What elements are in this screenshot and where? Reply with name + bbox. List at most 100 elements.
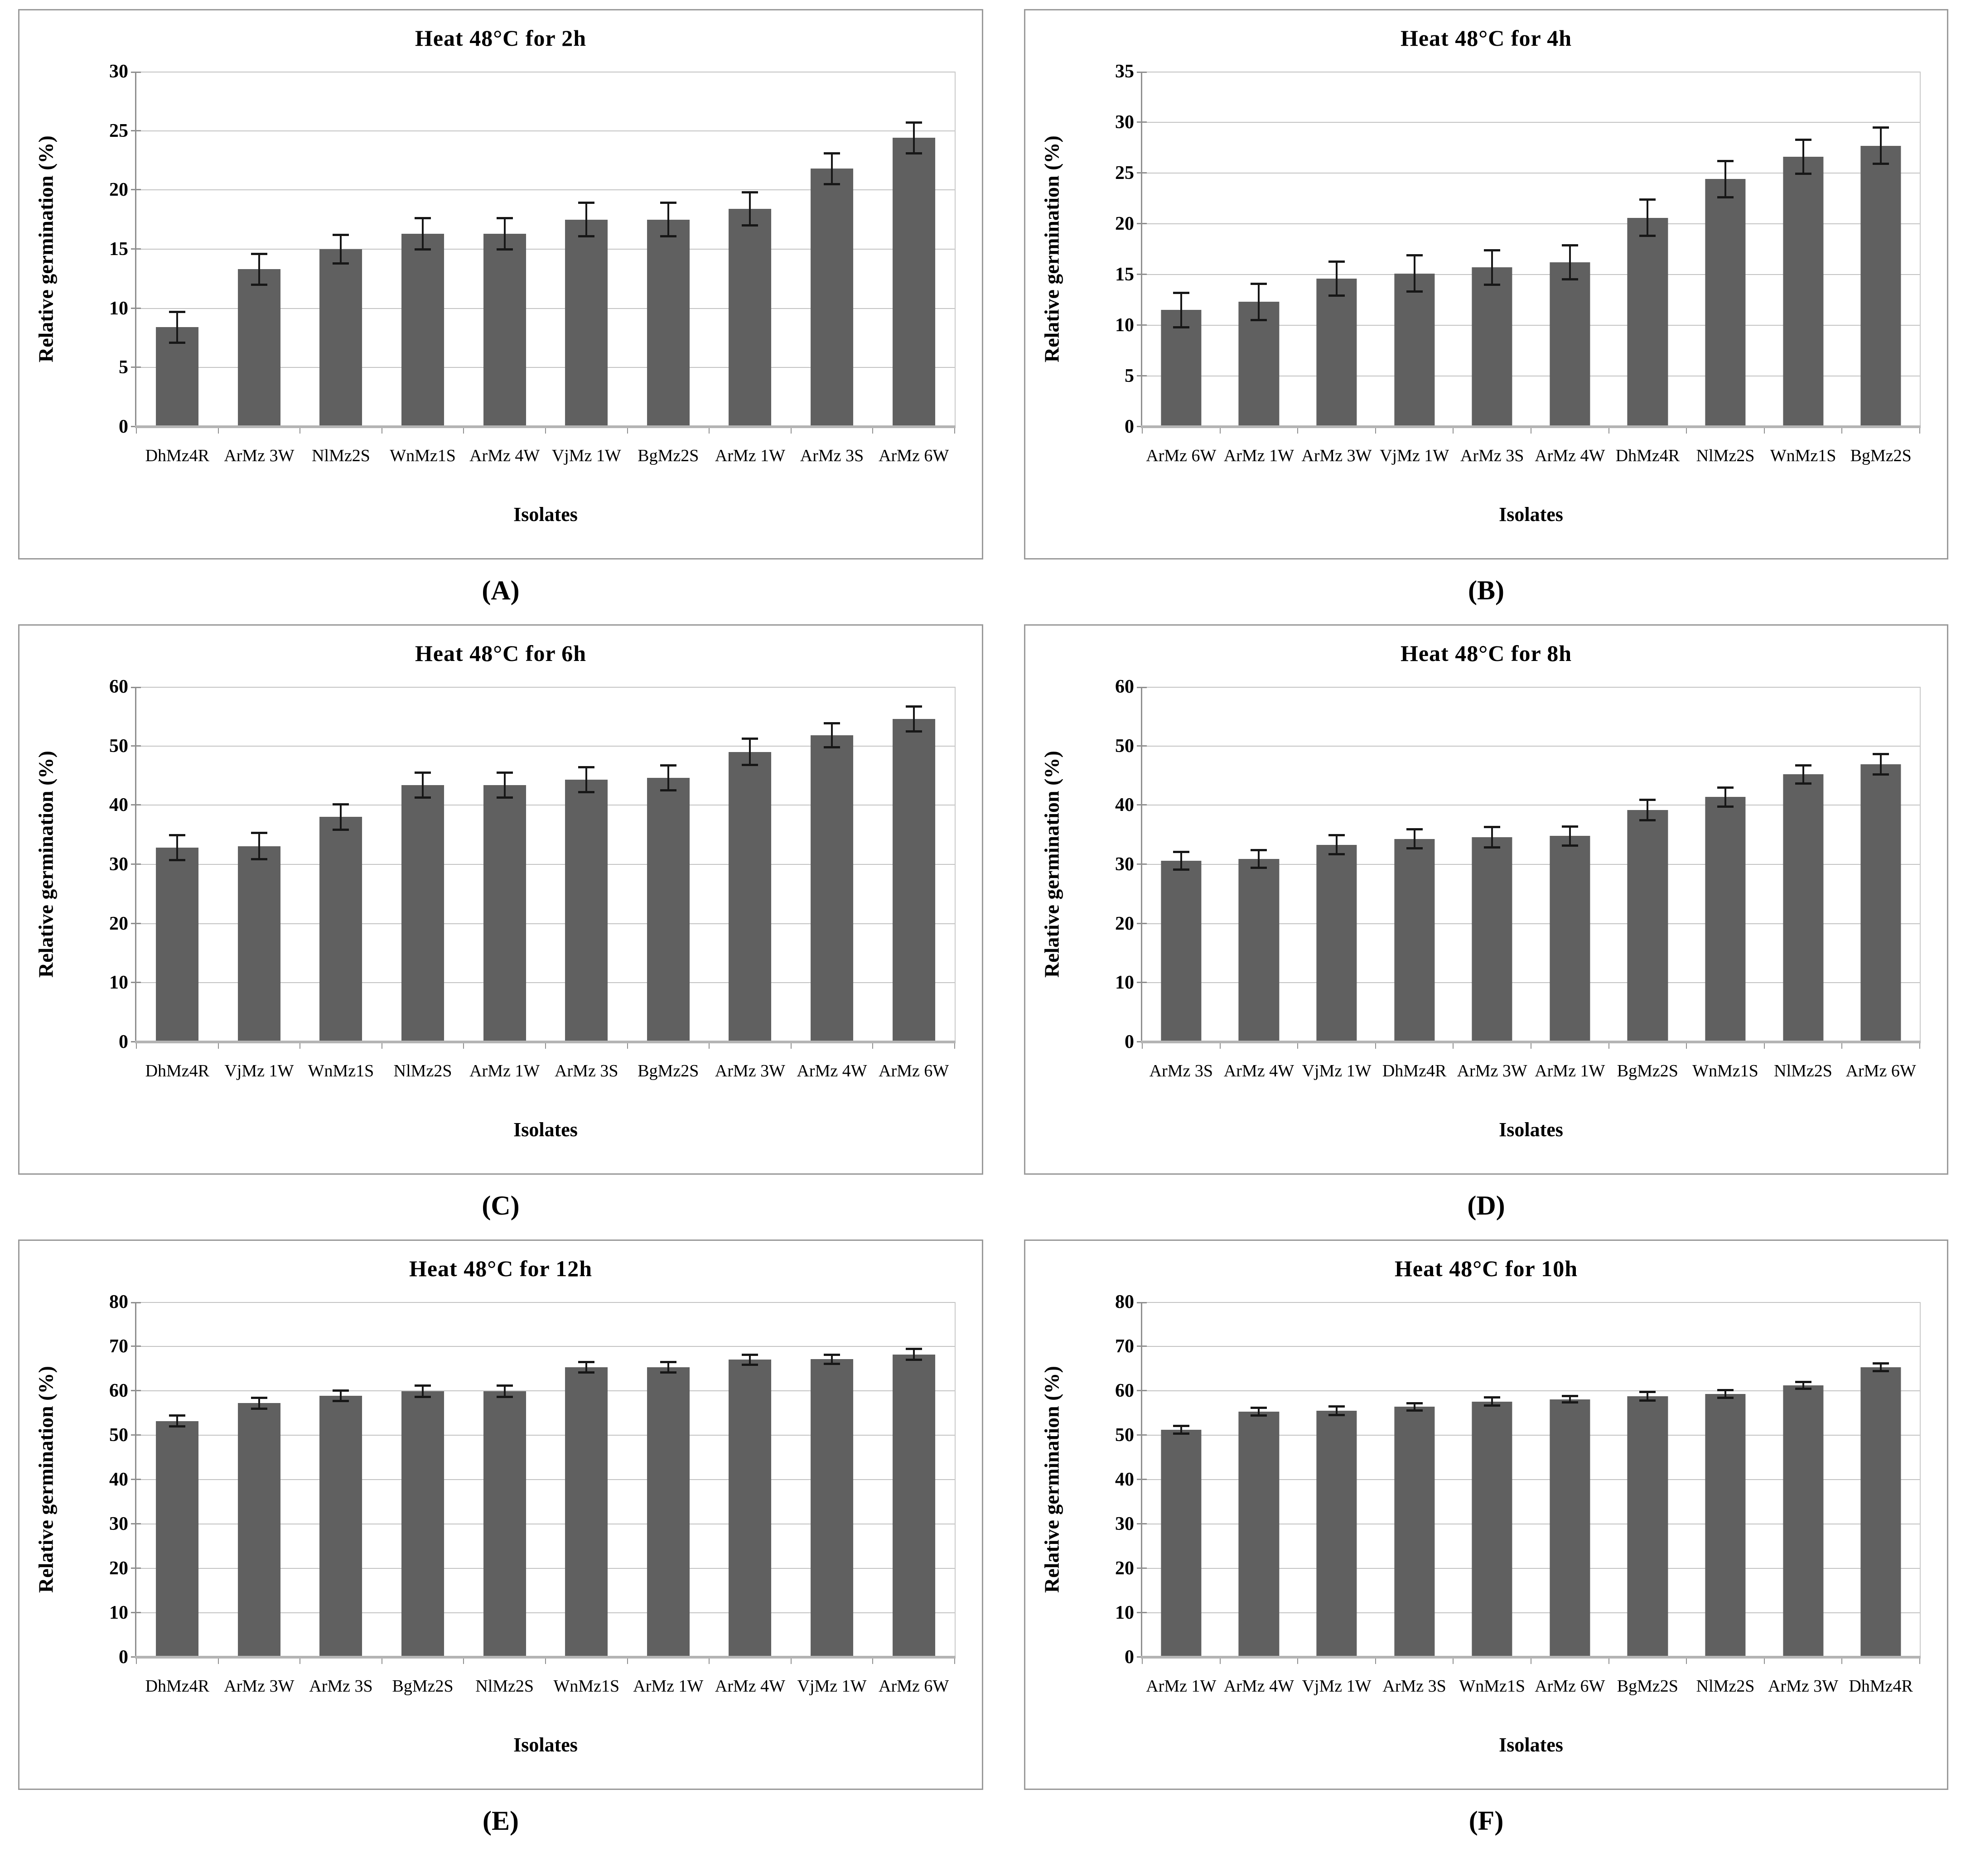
error-bar-armz-1w — [1251, 282, 1267, 322]
x-tick — [627, 1657, 628, 1664]
gridline — [1142, 745, 1920, 747]
error-bar-cap — [1484, 846, 1501, 849]
error-bar-cap — [169, 834, 186, 837]
error-bar-cap — [824, 722, 840, 725]
chart-title: Heat 48°C for 8h — [1400, 641, 1572, 666]
gridline — [1142, 325, 1920, 326]
bars — [1142, 72, 1920, 427]
y-tick — [1137, 223, 1147, 225]
error-bar-cap — [824, 1353, 840, 1356]
x-category-label-dhmz4r: DhMz4R — [1382, 1061, 1447, 1080]
error-bar-cap — [251, 858, 267, 860]
error-bar-dhmz4r — [169, 834, 186, 862]
x-category-label-nlmz2s: NlMz2S — [312, 446, 370, 465]
chart-panel-c: Heat 48°C for 6h Relative germination (%)… — [18, 624, 983, 1175]
bar-slot-armz-4w — [709, 1302, 791, 1657]
error-bar-cap — [496, 771, 513, 774]
error-bar-cap — [1795, 764, 1811, 767]
error-bar-stem — [749, 1353, 751, 1366]
error-bar-cap — [1484, 249, 1501, 252]
x-category-label-bgmz2s: BgMz2S — [638, 446, 699, 465]
x-tick — [1841, 1042, 1843, 1049]
gridline — [1142, 173, 1920, 174]
y-tick-label: 50 — [109, 1425, 128, 1446]
error-bar-bgmz2s — [1639, 1391, 1656, 1402]
error-bar-bgmz2s — [415, 1384, 431, 1398]
y-tick — [1137, 1523, 1147, 1524]
y-tick — [1137, 1434, 1147, 1436]
error-bar-stem — [1258, 1407, 1260, 1417]
error-bar-stem — [1724, 159, 1726, 198]
y-tick-label: 60 — [109, 676, 128, 697]
bar-slot-bgmz2s — [1842, 72, 1920, 427]
bar-bgmz2s — [1627, 810, 1668, 1042]
error-bar-vjmz-1w — [1328, 1405, 1345, 1416]
x-tick — [954, 1042, 955, 1049]
error-bar-stem — [1569, 1394, 1571, 1404]
x-category-labels: ArMz 3S ArMz 4W VjMz 1W DhMz4R ArMz 3W ArMz 1… — [1142, 1061, 1920, 1081]
error-bar-stem — [503, 771, 506, 799]
error-bar-armz-3s — [824, 152, 840, 185]
x-category-label-armz-1w: ArMz 1W — [715, 446, 786, 465]
x-tick — [1608, 427, 1609, 434]
bar-nlmz2s — [1705, 1394, 1746, 1657]
error-bar-cap — [1795, 173, 1811, 175]
error-bar-cap — [1795, 1388, 1811, 1390]
bar-armz-4w — [1238, 859, 1279, 1042]
bar-slot-vjmz-1w — [791, 1302, 873, 1657]
x-axis-line — [135, 1656, 956, 1659]
error-bar-cap — [1873, 126, 1889, 129]
y-tick-label: 0 — [1125, 1032, 1134, 1052]
error-bar-cap — [169, 1425, 186, 1428]
bars — [1142, 687, 1920, 1042]
y-tick-label: 40 — [109, 795, 128, 816]
y-axis-title: Relative germination (%) — [1040, 135, 1063, 363]
y-tick — [1137, 121, 1147, 123]
error-bar-stem — [1258, 849, 1260, 869]
error-bar-vjmz-1w — [824, 1353, 840, 1365]
gridline — [1142, 274, 1920, 275]
error-bar-cap — [251, 252, 267, 255]
bar-vjmz-1w — [565, 219, 608, 427]
bars — [136, 72, 955, 427]
bar-dhmz4r — [1394, 839, 1435, 1042]
error-bar-cap — [905, 152, 922, 154]
bars — [136, 1302, 955, 1657]
x-category-label-wnmz1s: WnMz1S — [308, 1061, 374, 1080]
error-bar-armz-1w — [660, 1361, 676, 1374]
error-bar-cap — [169, 342, 186, 344]
error-bar-cap — [1717, 1396, 1734, 1399]
error-bar-stem — [422, 771, 424, 799]
error-bar-bgmz2s — [660, 764, 676, 792]
y-tick-label: 5 — [1125, 366, 1134, 386]
bar-slot-wnmz1s — [382, 72, 464, 427]
error-bar-cap — [1251, 1414, 1267, 1417]
error-bar-cap — [1328, 1405, 1345, 1408]
error-bar-stem — [1335, 260, 1338, 297]
error-bar-wnmz1s — [333, 803, 349, 831]
x-category-label-armz-1w: ArMz 1W — [633, 1677, 704, 1696]
error-bar-wnmz1s — [578, 1361, 595, 1374]
error-bar-stem — [1180, 850, 1182, 871]
bar-nlmz2s — [483, 1391, 526, 1657]
error-bar-stem — [258, 252, 260, 286]
error-bar-stem — [176, 310, 179, 344]
bar-slot-dhmz4r — [136, 1302, 218, 1657]
x-category-label-nlmz2s: NlMz2S — [1696, 1677, 1755, 1696]
plot-area: 0 5 10 15 20 25 30 35 ArMz 6W ArMz 1W ArMz 3W VjMz … — [1115, 62, 1921, 526]
error-bar-cap — [333, 803, 349, 806]
x-axis-title: Isolates — [513, 1734, 578, 1756]
error-bar-cap — [1639, 1391, 1656, 1394]
y-tick-label: 30 — [109, 854, 128, 875]
error-bar-armz-4w — [1251, 849, 1267, 869]
y-tick — [1137, 324, 1147, 326]
x-tick — [1686, 427, 1687, 434]
error-bar-cap — [824, 183, 840, 185]
y-tick-label: 25 — [109, 120, 128, 141]
bar-armz-6w — [1860, 764, 1901, 1042]
error-bar-cap — [1173, 326, 1189, 328]
y-tick-label: 35 — [1115, 61, 1134, 82]
error-bar-cap — [415, 1384, 431, 1387]
y-tick-label: 30 — [1115, 1514, 1134, 1534]
x-category-label-armz-6w: ArMz 6W — [1146, 446, 1217, 465]
